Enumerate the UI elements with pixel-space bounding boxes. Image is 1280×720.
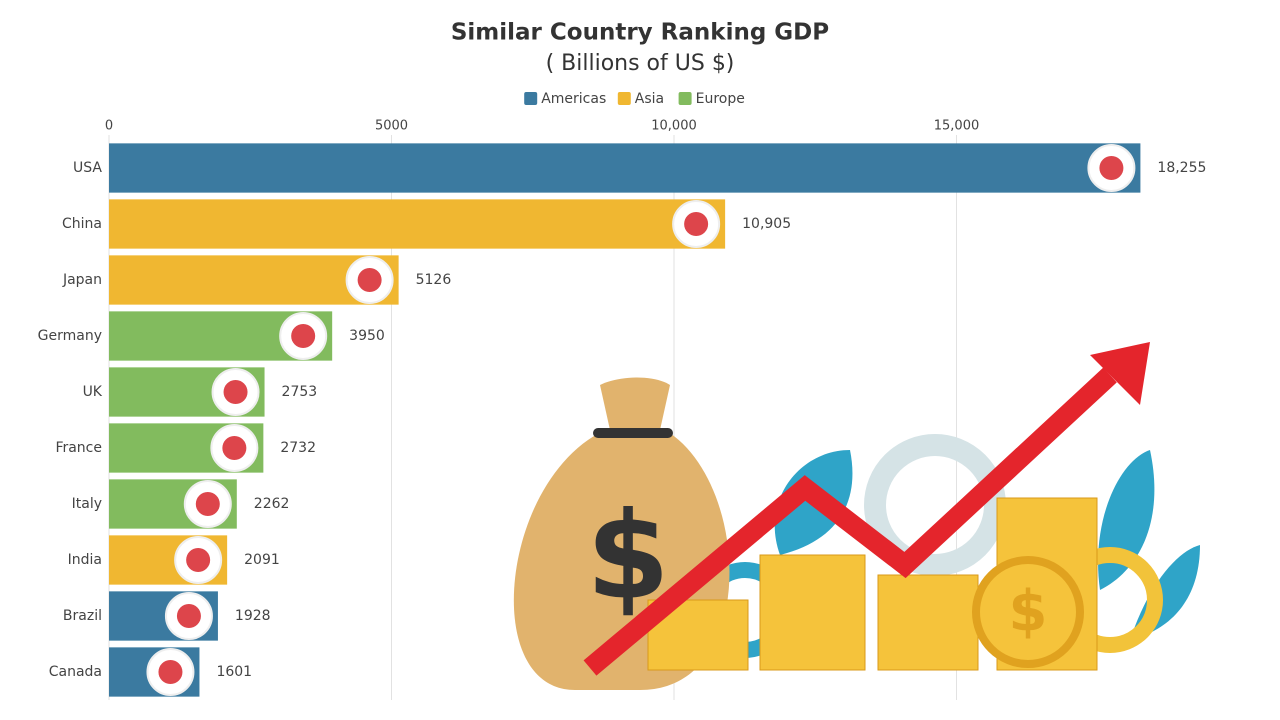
y-tick-label: China [62, 216, 102, 232]
value-label: 2732 [280, 440, 316, 456]
y-tick-label: UK [83, 384, 103, 400]
chart-title: Similar Country Ranking GDP [451, 20, 829, 46]
flag-center [223, 380, 248, 404]
x-tick-label: 0 [105, 119, 113, 134]
value-label: 10,905 [742, 216, 791, 232]
x-tick-label: 15,000 [934, 119, 980, 134]
trend-arrow [583, 367, 1117, 676]
arrow-head [1090, 342, 1150, 405]
y-tick-label: Germany [38, 328, 102, 344]
flag-center [684, 212, 709, 236]
coin [972, 556, 1084, 668]
value-label: 1928 [235, 608, 271, 624]
y-tick-label: Japan [62, 272, 102, 288]
bag-top [600, 377, 670, 430]
flag-center [291, 324, 316, 348]
coin-symbol: $ [1009, 579, 1048, 644]
flag-center [158, 660, 183, 684]
bag-string [593, 428, 673, 438]
y-tick-label: Italy [72, 496, 102, 512]
y-tick-label: Brazil [63, 608, 102, 624]
x-tick-label: 5000 [375, 119, 408, 134]
illustration: $ $ [513, 342, 1200, 690]
x-tick-label: 10,000 [651, 119, 697, 134]
legend-label: Asia [635, 91, 664, 107]
gear [864, 434, 1006, 576]
legend-swatch [524, 92, 538, 105]
value-label: 3950 [349, 328, 385, 344]
flag-center [176, 604, 201, 628]
legend-label: Europe [696, 91, 745, 107]
coin-stack [759, 554, 866, 671]
legend: Americas Asia Europe [524, 91, 745, 107]
value-label: 5126 [416, 272, 452, 288]
flag-center [357, 268, 382, 292]
flag-center [195, 492, 220, 516]
y-tick-label: Canada [49, 664, 102, 680]
bar [109, 199, 726, 249]
value-label: 2091 [244, 552, 280, 568]
y-tick-label: France [55, 440, 102, 456]
coin-stack [877, 574, 979, 671]
legend-label: Americas [541, 91, 606, 107]
flag-center [1099, 156, 1124, 180]
legend-swatch [617, 92, 631, 105]
value-label: 1601 [216, 664, 252, 680]
legend-swatch [678, 92, 692, 105]
value-label: 18,255 [1157, 160, 1206, 176]
flag-center [186, 548, 211, 572]
value-label: 2753 [282, 384, 318, 400]
y-tick-label: India [68, 552, 102, 568]
bar [109, 143, 1141, 193]
value-label: 2262 [254, 496, 290, 512]
flag-center [222, 436, 247, 460]
chart-subtitle: ( Billions of US $) [546, 51, 735, 76]
y-tick-label: USA [73, 160, 102, 176]
bars: USA China Japan Germany UK France Italy India Br… [38, 143, 1206, 697]
